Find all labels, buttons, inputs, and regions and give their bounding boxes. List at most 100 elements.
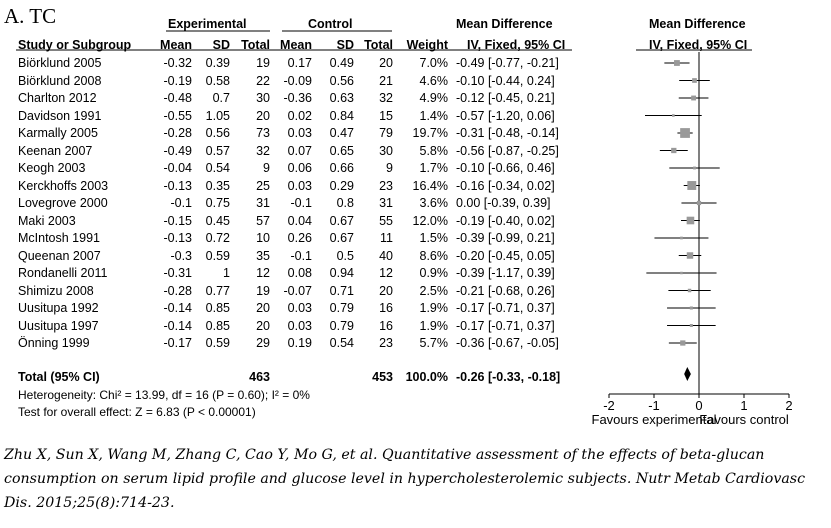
study-weight-cell: 0.9% [419, 266, 449, 280]
study-name-cell: Rondanelli 2011 [18, 266, 108, 280]
study-c-mean-cell: 0.03 [287, 318, 312, 333]
study-c-total-cell: 31 [379, 196, 393, 210]
study-e-total-cell: 10 [256, 231, 270, 245]
study-ci-text-cell: -0.57 [-1.20, 0.06] [456, 108, 555, 123]
study-c-total-cell: 21 [379, 73, 393, 88]
study-ci-text-cell: -0.16 [-0.34, 0.02] [456, 178, 555, 193]
point-estimate-square [680, 271, 683, 275]
study-name-cell: Shimizu 2008 [18, 283, 94, 298]
header-mean-difference-text: Mean Difference [456, 17, 553, 31]
study-e-mean-cell: -0.15 [163, 213, 193, 228]
pooled-diamond [684, 367, 691, 381]
study-e-sd-cell: 1 [223, 266, 230, 280]
study-name-cell: Uusitupa 1997 [18, 318, 99, 333]
study-weight-cell: 1.4% [419, 108, 449, 123]
study-weight-cell: 3.6% [419, 196, 449, 210]
study-e-total-cell: 19 [256, 283, 270, 298]
study-e-mean-cell: -0.1 [170, 196, 192, 210]
point-estimate-square [692, 78, 697, 83]
study-e-total-cell: 22 [256, 73, 270, 88]
study-e-mean-cell: -0.55 [163, 108, 193, 123]
study-name-cell: McIntosh 1991 [18, 231, 100, 245]
study-weight-cell: 16.4% [412, 178, 448, 193]
study-c-sd-cell: 0.5 [336, 248, 354, 263]
study-e-total-cell: 32 [256, 143, 270, 158]
total-weight: 100.0% [405, 370, 448, 384]
x-tick-label: -1 [648, 398, 660, 413]
point-estimate-square [687, 181, 697, 190]
study-e-sd-cell: 0.57 [205, 143, 230, 158]
study-e-mean-cell: -0.31 [163, 266, 193, 280]
header-study: Study or Subgroup [18, 38, 132, 52]
study-weight-cell: 1.9% [419, 318, 449, 333]
study-name-cell: Davidson 1991 [18, 108, 102, 123]
study-c-mean-cell: 0.17 [287, 56, 312, 70]
study-e-sd-cell: 0.75 [205, 196, 230, 210]
total-e-total: 463 [249, 370, 270, 384]
study-name-cell: Charlton 2012 [18, 91, 97, 105]
study-e-total-cell: 9 [263, 161, 270, 175]
study-c-mean-cell: 0.07 [287, 143, 312, 158]
study-c-sd-cell: 0.56 [329, 73, 354, 88]
study-ci-text-cell: -0.12 [-0.45, 0.21] [456, 91, 555, 105]
study-e-mean-cell: -0.3 [170, 248, 192, 263]
study-e-mean-cell: -0.17 [163, 336, 193, 350]
header-e-sd: SD [212, 38, 230, 52]
total-c-total: 453 [372, 370, 393, 384]
study-e-sd-cell: 0.35 [205, 178, 230, 193]
study-ci-text-cell: -0.49 [-0.77, -0.21] [456, 56, 559, 70]
study-e-sd-cell: 0.45 [205, 213, 230, 228]
study-name-cell: Biörklund 2005 [18, 56, 102, 70]
study-c-total-cell: 9 [386, 161, 393, 175]
study-c-total-cell: 20 [379, 283, 393, 298]
header-c-total: Total [364, 38, 393, 52]
study-e-mean-cell: -0.32 [163, 56, 193, 70]
study-name-cell: Karmally 2005 [18, 126, 98, 140]
study-name-cell: Keenan 2007 [18, 143, 93, 158]
study-ci-text-cell: -0.17 [-0.71, 0.37] [456, 318, 555, 333]
study-c-mean-cell: -0.1 [290, 196, 312, 210]
study-weight-cell: 4.6% [419, 73, 449, 88]
study-e-total-cell: 20 [256, 108, 270, 123]
study-name-cell: Maki 2003 [18, 213, 76, 228]
study-e-sd-cell: 0.39 [205, 56, 230, 70]
study-e-mean-cell: -0.14 [163, 318, 193, 333]
heterogeneity-text: Heterogeneity: Chi² = 13.99, df = 16 (P … [18, 388, 310, 402]
study-ci-text-cell: -0.21 [-0.68, 0.26] [456, 283, 555, 298]
study-e-mean-cell: -0.19 [163, 73, 193, 88]
study-e-mean-cell: -0.28 [163, 283, 193, 298]
study-name-cell: Biörklund 2008 [18, 73, 102, 88]
point-estimate-square [693, 166, 696, 170]
study-e-total-cell: 25 [256, 178, 270, 193]
study-e-sd-cell: 0.59 [205, 336, 230, 350]
study-weight-cell: 1.7% [419, 161, 449, 175]
header-c-mean: Mean [280, 38, 312, 52]
study-e-sd-cell: 0.58 [205, 73, 230, 88]
study-e-sd-cell: 0.54 [205, 161, 230, 175]
header-control: Control [308, 17, 353, 31]
study-ci-text-cell: -0.56 [-0.87, -0.25] [456, 143, 559, 158]
study-c-sd-cell: 0.66 [329, 161, 354, 175]
study-c-total-cell: 40 [379, 248, 393, 263]
study-e-mean-cell: -0.49 [163, 143, 193, 158]
panel-label: A. TC [4, 4, 57, 28]
study-c-mean-cell: 0.04 [287, 213, 312, 228]
study-e-sd-cell: 1.05 [205, 108, 230, 123]
study-ci-text-cell: -0.31 [-0.48, -0.14] [456, 126, 559, 140]
header-method-text: IV, Fixed, 95% CI [467, 38, 566, 52]
study-name-cell: Keogh 2003 [18, 161, 86, 175]
study-c-total-cell: 12 [379, 266, 393, 280]
study-weight-cell: 4.9% [419, 91, 449, 105]
study-c-sd-cell: 0.29 [329, 178, 354, 193]
study-c-total-cell: 79 [379, 126, 393, 140]
study-c-mean-cell: 0.03 [287, 178, 312, 193]
study-e-sd-cell: 0.77 [205, 283, 230, 298]
study-c-sd-cell: 0.67 [329, 213, 354, 228]
study-e-mean-cell: -0.04 [163, 161, 193, 175]
study-c-sd-cell: 0.54 [329, 336, 354, 350]
study-e-mean-cell: -0.14 [163, 301, 193, 315]
study-e-sd-cell: 0.85 [205, 301, 230, 315]
study-weight-cell: 7.0% [419, 56, 449, 70]
point-estimate-square [696, 200, 702, 206]
